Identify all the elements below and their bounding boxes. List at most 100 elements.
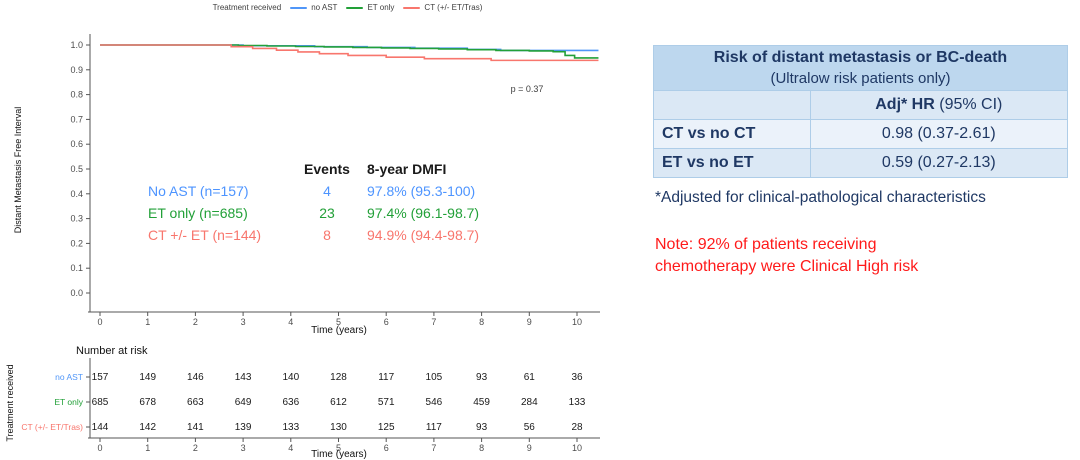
chemo-note-line1: Note: 92% of patients receiving — [655, 236, 877, 253]
x-tick-label-main: 4 — [288, 317, 293, 327]
x-tick-label-risk: 3 — [241, 443, 246, 453]
risk-count: 685 — [92, 397, 109, 408]
hr-row-et-value: 0.59 (0.27-2.13) — [809, 148, 1069, 179]
x-tick-label-main: 1 — [145, 317, 150, 327]
hr-table: Risk of distant metastasis or BC-death (… — [653, 44, 1069, 179]
risk-count: 546 — [426, 397, 443, 408]
x-tick-label-risk: 8 — [479, 443, 484, 453]
x-tick-label-main: 8 — [479, 317, 484, 327]
hr-row-et-label: ET vs no ET — [653, 148, 811, 179]
x-tick-label-main: 3 — [241, 317, 246, 327]
risk-count: 612 — [330, 397, 347, 408]
risk-count: 125 — [378, 422, 395, 433]
hr-header-bold: Adj* HR — [875, 96, 935, 114]
legend-item-3: CT (+/- ET/Tras) — [403, 3, 482, 12]
risk-count: 141 — [187, 422, 204, 433]
risk-count: 663 — [187, 397, 204, 408]
x-tick-label-risk: 10 — [572, 443, 582, 453]
y-tick-label: 0.5 — [70, 164, 83, 174]
km-curve-et-only — [100, 44, 599, 59]
risk-count: 142 — [139, 422, 156, 433]
stats-row-events: 4 — [323, 183, 331, 199]
chemo-note: Note: 92% of patients receiving chemothe… — [655, 234, 918, 278]
stats-row-events: 23 — [319, 205, 335, 221]
hr-table-subtitle: (Ultralow risk patients only) — [770, 69, 951, 87]
hr-row-et: ET vs no ET 0.59 (0.27-2.13) — [653, 148, 1069, 179]
x-tick-label-risk: 6 — [384, 443, 389, 453]
legend-line-swatch — [290, 6, 308, 9]
legend-item-2: ET only — [346, 3, 394, 12]
risk-count: 56 — [524, 422, 536, 433]
x-tick-label-risk: 0 — [97, 443, 102, 453]
risk-count: 157 — [92, 372, 109, 383]
risk-count: 61 — [524, 372, 536, 383]
hr-summary-panel: Risk of distant metastasis or BC-death (… — [653, 44, 1070, 179]
risk-count: 140 — [282, 372, 299, 383]
risk-count: 133 — [282, 422, 299, 433]
hr-table-header-row: Adj* HR (95% CI) — [653, 90, 1069, 121]
x-tick-label-main: 9 — [527, 317, 532, 327]
chemo-note-line2: chemotherapy were Clinical High risk — [655, 258, 919, 275]
km-plot-svg: 1.00.90.80.70.60.50.40.30.20.10.00011223… — [21, 34, 600, 453]
km-curve-ct-et-tras- — [100, 44, 599, 62]
legend-item-label: no AST — [311, 3, 338, 12]
risk-count: 128 — [330, 372, 347, 383]
risk-count: 133 — [569, 397, 586, 408]
x-tick-label-main: 2 — [193, 317, 198, 327]
x-tick-label-main: 7 — [431, 317, 436, 327]
stats-row-label: No AST (n=157) — [148, 183, 249, 199]
x-tick-label-main: 6 — [384, 317, 389, 327]
x-axis-title-main: Time (years) — [311, 325, 367, 336]
risk-count: 459 — [473, 397, 490, 408]
adjustment-footnote: *Adjusted for clinical-pathological char… — [655, 189, 986, 206]
hr-header-cell: Adj* HR (95% CI) — [809, 90, 1069, 121]
stats-header-dmfi: 8-year DMFI — [367, 161, 447, 177]
stats-annotation-header: Events 8-year DMFI — [148, 158, 517, 180]
hr-header-rest: (95% CI) — [934, 96, 1003, 114]
risk-count: 139 — [235, 422, 252, 433]
risk-count: 284 — [521, 397, 538, 408]
risk-count: 36 — [571, 372, 583, 383]
legend-line-swatch — [346, 6, 364, 9]
stats-row-label: CT +/- ET (n=144) — [148, 227, 262, 243]
legend-item-label: CT (+/- ET/Tras) — [424, 3, 483, 12]
risk-count: 117 — [426, 422, 442, 433]
risk-count: 146 — [187, 372, 204, 383]
hr-table-title: Risk of distant metastasis or BC-death — [713, 49, 1008, 66]
y-tick-label: 0.9 — [70, 65, 83, 75]
legend-item-1: no AST — [290, 3, 337, 12]
stats-row-events: 8 — [323, 227, 331, 243]
y-tick-label: 0.3 — [70, 214, 83, 224]
x-tick-label-risk: 4 — [288, 443, 293, 453]
y-tick-label: 0.1 — [70, 263, 83, 273]
y-tick-label: 0.4 — [70, 189, 83, 199]
risk-row-label-1: no AST — [55, 372, 83, 382]
y-tick-label: 0.2 — [70, 238, 83, 248]
risk-count: 93 — [476, 422, 488, 433]
number-at-risk-title: Number at risk — [76, 345, 148, 357]
risk-count: 678 — [139, 397, 156, 408]
legend-line-swatch — [403, 6, 421, 9]
risk-count: 93 — [476, 372, 488, 383]
km-panel: Treatment received no AST ET only CT (+/- … — [5, 3, 600, 460]
y-tick-label: 0.8 — [70, 90, 83, 100]
x-tick-label-risk: 9 — [527, 443, 532, 453]
x-tick-label-main: 10 — [572, 317, 582, 327]
stats-row-dmfi: 94.9% (94.4-98.7) — [367, 227, 480, 243]
hr-row-ct-value: 0.98 (0.37-2.61) — [809, 119, 1069, 150]
legend-item-label: ET only — [367, 3, 395, 12]
stats-row-3: CT +/- ET (n=144) 8 94.9% (94.4-98.7) — [148, 224, 517, 246]
stats-row-dmfi: 97.8% (95.3-100) — [367, 183, 476, 199]
risk-count: 571 — [378, 397, 395, 408]
stats-row-2: ET only (n=685) 23 97.4% (96.1-98.7) — [148, 202, 517, 224]
hr-table-title-row: Risk of distant metastasis or BC-death (… — [653, 44, 1068, 92]
risk-count: 28 — [571, 422, 583, 433]
stats-header-events: Events — [304, 161, 350, 177]
risk-count: 649 — [235, 397, 252, 408]
x-tick-label-main: 5 — [336, 317, 341, 327]
y-tick-label: 1.0 — [70, 40, 83, 50]
risk-row-label-3: CT (+/- ET/Tras) — [21, 422, 83, 432]
p-value-label: p = 0.37 — [510, 84, 544, 94]
x-tick-label-risk: 7 — [431, 443, 436, 453]
stats-row-dmfi: 97.4% (96.1-98.7) — [367, 205, 480, 221]
